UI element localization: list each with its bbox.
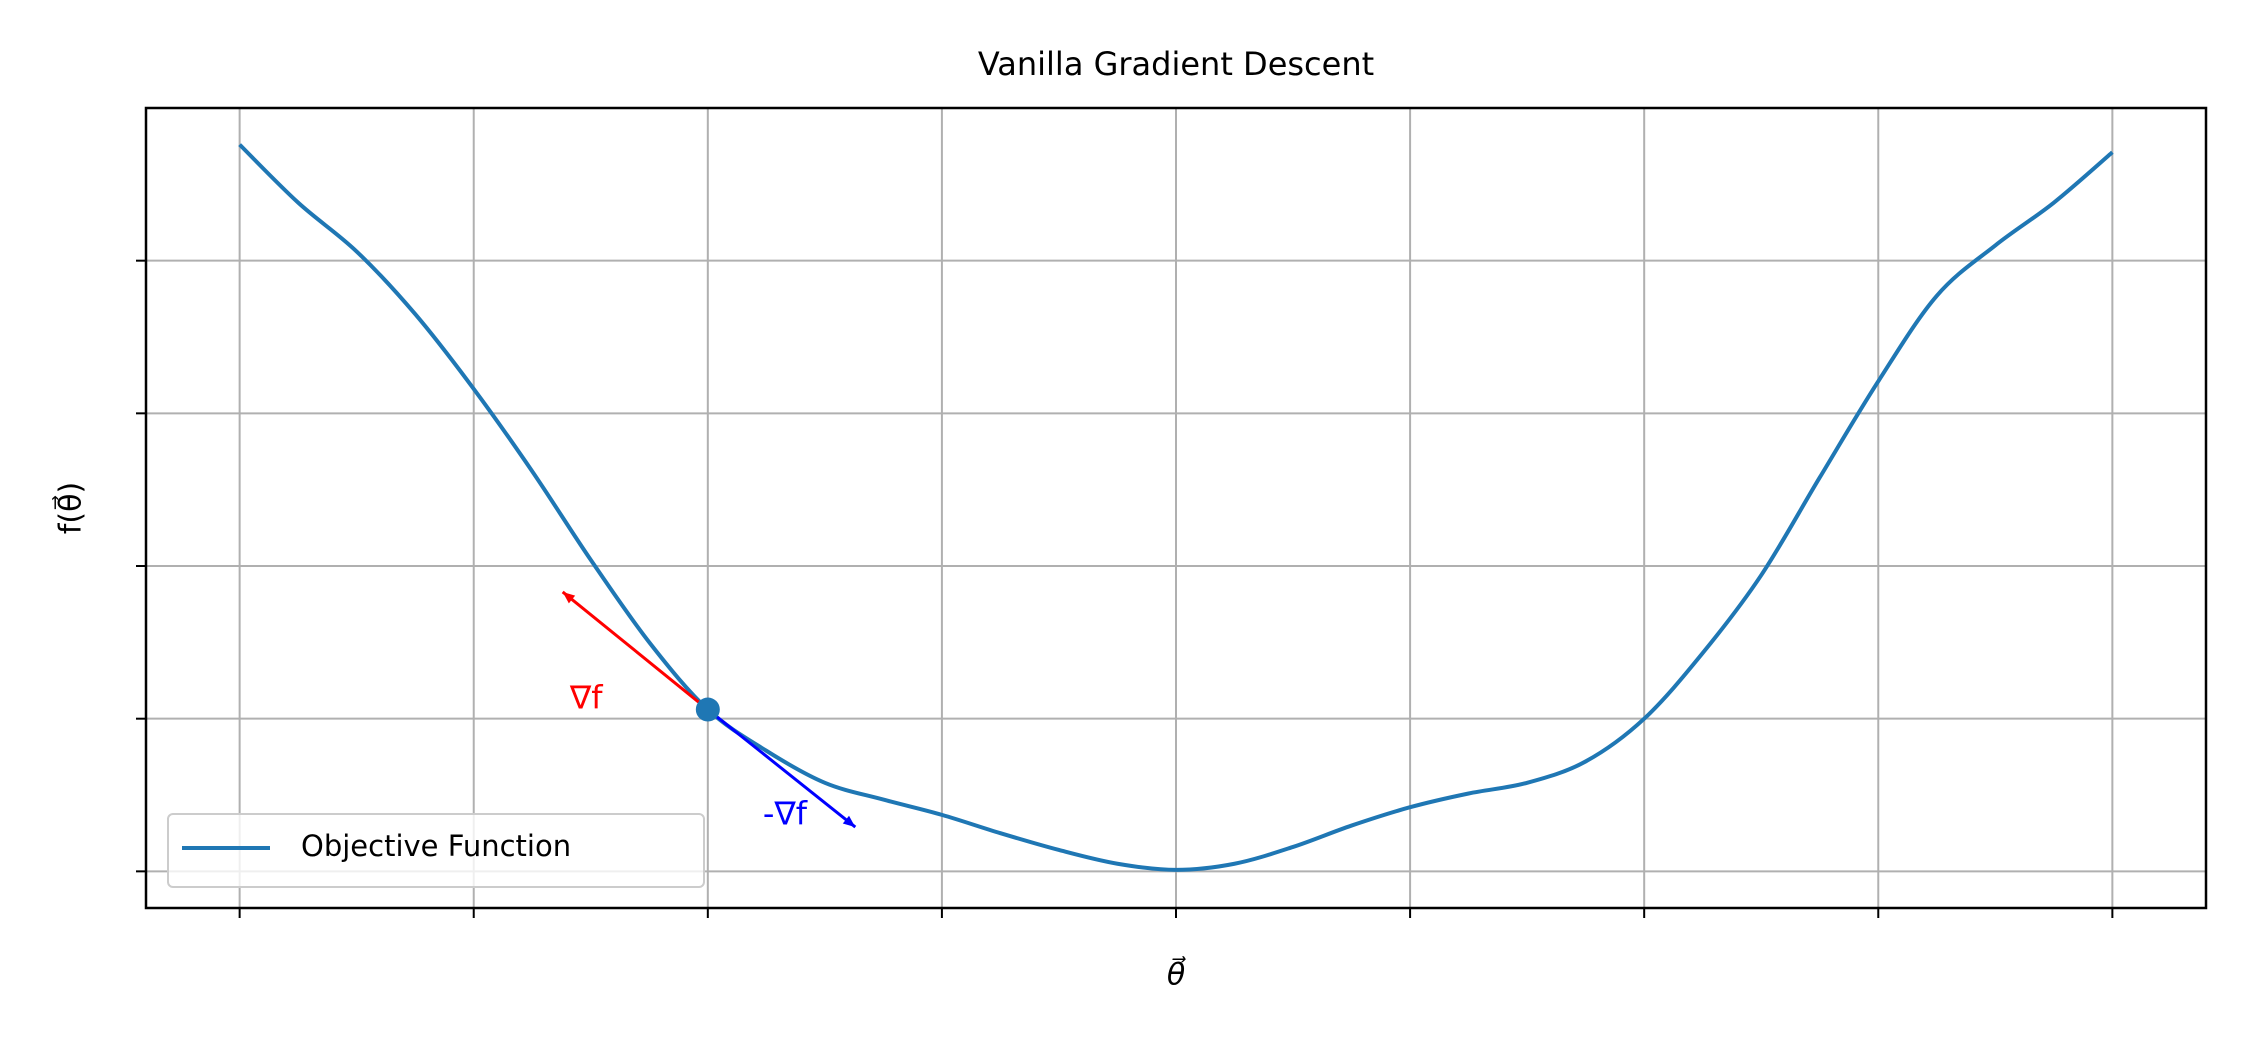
arrow-label: ∇f — [569, 679, 603, 717]
legend: Objective Function — [167, 813, 705, 888]
x-axis-label: θ⃗ — [1167, 956, 1187, 992]
arrow-label: -∇f — [763, 795, 808, 833]
arrow-shaft — [561, 590, 709, 711]
y-axis-label: f(θ⃗) — [52, 482, 88, 534]
arrow-shaft — [706, 708, 857, 829]
current-point — [695, 697, 720, 722]
chart-title: Vanilla Gradient Descent — [978, 45, 1374, 83]
arrow-head — [842, 815, 856, 828]
arrow-head — [562, 591, 576, 604]
legend-box — [167, 813, 705, 888]
line-series — [238, 143, 2114, 872]
legend-label: Objective Function — [301, 829, 571, 863]
axes-frame — [144, 106, 2208, 910]
